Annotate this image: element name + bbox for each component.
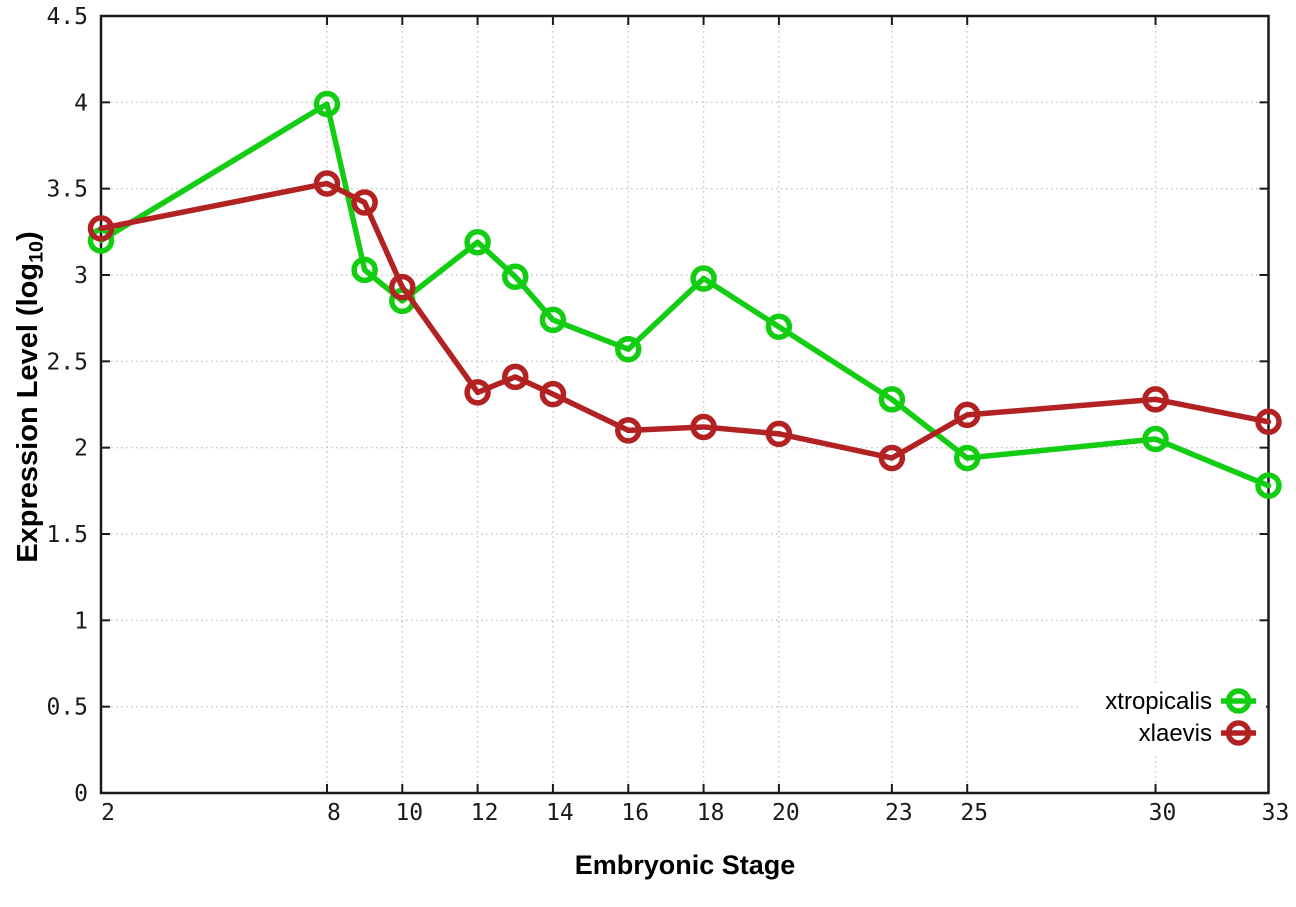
data-point <box>878 386 906 413</box>
legend-label-xlaevis: xlaevis <box>1139 720 1212 747</box>
y-axis-label-main: Expression Level (log <box>12 262 44 563</box>
data-point <box>351 189 378 216</box>
x-tick-label: 20 <box>772 800 800 826</box>
data-point <box>1142 386 1169 413</box>
data-point <box>539 380 567 408</box>
x-tick-label: 2 <box>101 800 115 826</box>
data-point <box>1255 408 1282 436</box>
data-point <box>1142 425 1169 453</box>
data-series <box>87 90 1282 499</box>
series-line <box>98 180 1272 461</box>
x-tick-label: 8 <box>327 800 341 826</box>
y-tick-label: 0.5 <box>46 695 88 721</box>
data-point <box>313 170 341 197</box>
y-tick-label: 3 <box>74 263 88 289</box>
plot-border-rect <box>99 14 1270 795</box>
legend-label-xtropicalis: xtropicalis <box>1105 688 1212 715</box>
y-axis-label-text: Expression Level (log10) <box>12 231 49 562</box>
data-point <box>878 444 906 472</box>
legend-marker <box>1225 720 1252 746</box>
data-point <box>690 413 717 441</box>
y-tick-label: 1.5 <box>46 522 88 548</box>
data-point <box>351 256 378 284</box>
x-axis-label: Embryonic Stage <box>574 850 796 880</box>
data-point <box>765 420 793 448</box>
y-tick-label: 4.5 <box>46 4 88 30</box>
data-point <box>464 379 491 406</box>
data-point <box>615 417 642 444</box>
x-tick-label: 10 <box>395 800 423 826</box>
data-point <box>464 228 491 256</box>
x-tick-label: 30 <box>1149 800 1177 826</box>
x-tick-label: 16 <box>621 800 649 826</box>
legend-marker <box>1225 688 1252 714</box>
data-point <box>313 90 341 118</box>
y-tick-label: 3.5 <box>46 177 88 203</box>
y-tick-label: 2 <box>74 436 88 462</box>
data-point <box>539 306 567 334</box>
data-point <box>1255 472 1282 499</box>
x-tick-label: 12 <box>471 800 499 826</box>
series-xtropicalis <box>87 90 1282 499</box>
data-point <box>765 313 793 341</box>
x-tick-label: 25 <box>960 800 988 826</box>
data-point <box>502 263 529 290</box>
x-axis-tick-labels: 2 8 10 12 14 16 18 20 23 25 30 33 <box>101 800 1289 826</box>
y-axis-label-subscript: 10 <box>25 240 48 263</box>
series-xlaevis <box>87 170 1282 472</box>
data-point <box>953 444 981 472</box>
data-point <box>690 265 717 292</box>
y-tick-label: 2.5 <box>46 349 88 375</box>
x-tick-label: 23 <box>885 800 913 826</box>
plot-border <box>99 14 1270 795</box>
axis-ticks <box>100 15 1270 794</box>
y-tick-label: 1 <box>74 608 88 634</box>
data-point <box>953 401 981 429</box>
data-point <box>87 215 115 242</box>
y-axis-label-close-paren: ) <box>12 231 44 241</box>
data-point <box>502 363 529 391</box>
x-tick-label: 18 <box>697 800 725 826</box>
y-tick-label: 4 <box>74 90 88 116</box>
legend: xtropicalis xlaevis <box>1078 683 1266 753</box>
data-point <box>615 335 642 363</box>
y-axis-tick-labels: 0 0.5 1 1.5 2 2.5 3 3.5 4 4.5 <box>46 4 88 807</box>
y-tick-label: 0 <box>74 781 88 807</box>
x-tick-label: 14 <box>546 800 574 826</box>
x-tick-label: 33 <box>1262 800 1290 826</box>
data-point <box>389 273 416 301</box>
